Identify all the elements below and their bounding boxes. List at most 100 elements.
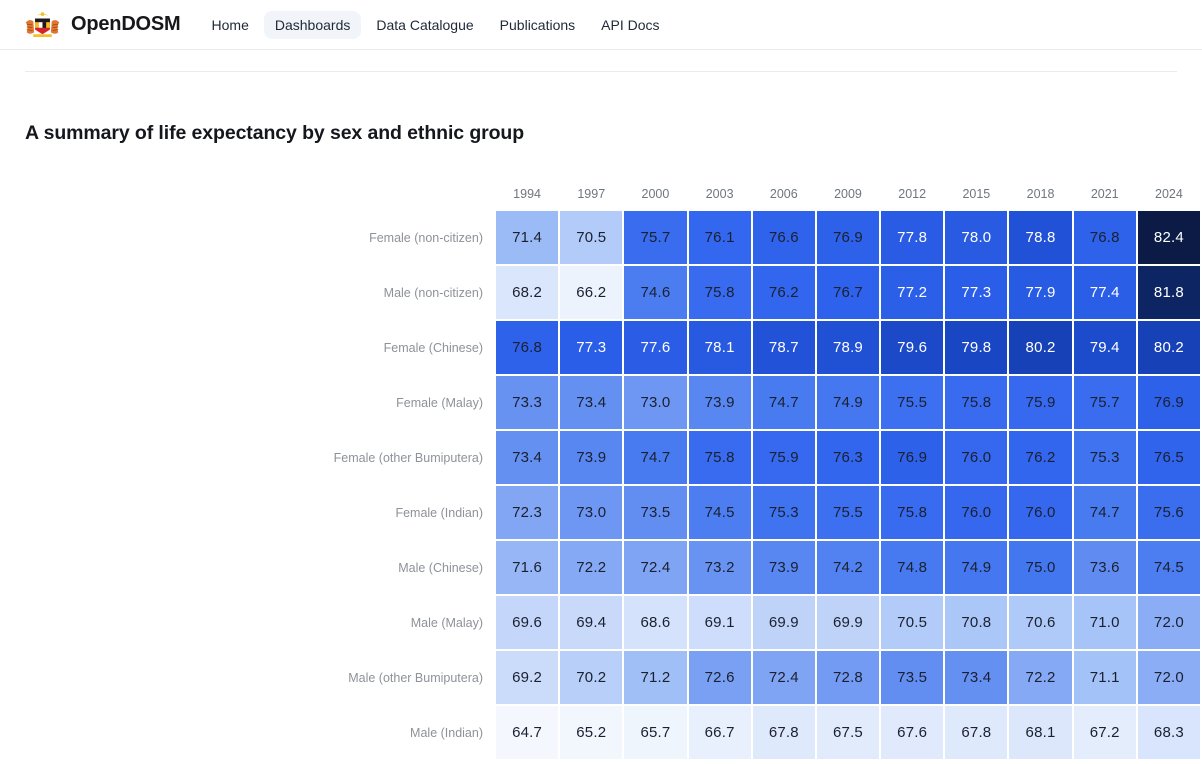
heatmap-cell: 65.2 [560,706,623,759]
heatmap-cell: 78.8 [1009,211,1072,264]
row-label: Female (other Bumiputera) [333,450,483,465]
heatmap-cell: 72.4 [752,651,815,704]
heatmap-cell: 76.2 [1009,431,1072,484]
row-label: Female (Chinese) [383,340,483,355]
heatmap-cell: 75.5 [816,486,880,539]
heatmap-cell: 73.5 [624,486,687,539]
heatmap-cell: 67.6 [881,706,944,759]
heatmap-cell: 76.6 [752,211,815,264]
column-header-2015: 2015 [962,187,991,201]
heatmap-cell: 80.2 [1137,321,1200,374]
heatmap-cell: 72.3 [496,486,559,539]
heatmap-cell: 76.8 [496,321,559,374]
heatmap-cell: 75.7 [1073,376,1136,429]
column-header-2024: 2024 [1155,187,1183,201]
column-header-1994: 1994 [513,187,541,201]
heatmap-cell: 76.9 [1137,376,1200,429]
heatmap-cell: 70.8 [945,596,1008,649]
heatmap-cell: 64.7 [496,706,559,759]
primary-nav: Home Dashboards Data Catalogue Publications… [201,10,671,39]
heatmap-cell: 72.4 [624,541,687,594]
heatmap-cell: 78.7 [752,321,815,374]
heatmap-cell: 73.9 [752,541,815,594]
heatmap-cell: 74.6 [624,266,687,319]
column-header-2018: 2018 [1026,187,1055,201]
heatmap-cell: 73.9 [560,431,623,484]
heatmap-cell: 70.5 [881,596,944,649]
row-label: Male (non-citizen) [383,285,483,300]
nav-item-publications[interactable]: Publications [499,16,576,33]
heatmap-cell: 73.2 [688,541,751,594]
brand[interactable]: OpenDOSM [24,11,181,39]
heatmap-cell: 69.2 [496,651,559,704]
heatmap-cell: 69.9 [752,596,815,649]
heatmap-cell: 77.3 [560,321,623,374]
heatmap-cell: 76.0 [945,431,1008,484]
heatmap-cell: 73.9 [688,376,751,429]
heatmap-cell: 78.1 [688,321,751,374]
heatmap-cell: 76.7 [816,266,880,319]
heatmap-cell: 76.1 [688,211,751,264]
heatmap-cell: 71.1 [1073,651,1136,704]
heatmap-cell: 75.9 [1009,376,1072,429]
heatmap-cell: 75.0 [1009,541,1072,594]
malaysia-crest-logo-icon [24,11,61,39]
heatmap-cell: 67.8 [945,706,1008,759]
heatmap-cell: 76.0 [1009,486,1072,539]
heatmap-cell: 72.8 [816,651,880,704]
heatmap-cell: 73.6 [1073,541,1136,594]
column-header-2009: 2009 [834,187,862,201]
heatmap-cell: 75.3 [752,486,815,539]
row-label: Female (non-citizen) [369,230,483,245]
column-header-1997: 1997 [577,187,606,201]
heatmap-cell: 71.6 [496,541,559,594]
heatmap-cell: 74.9 [945,541,1008,594]
nav-item-dashboards[interactable]: Dashboards [263,10,362,39]
row-label: Male (Indian) [410,725,483,740]
heatmap-cell: 72.0 [1137,651,1200,704]
heatmap-cell: 76.3 [816,431,880,484]
heatmap-cell: 74.7 [1073,486,1136,539]
heatmap-cell: 79.8 [945,321,1008,374]
column-header-2003: 2003 [705,187,734,201]
nav-item-api-docs[interactable]: API Docs [601,16,660,33]
row-label: Male (Malay) [410,615,483,630]
heatmap-cell: 76.5 [1137,431,1200,484]
heatmap-cell: 75.8 [688,266,751,319]
heatmap-cell: 69.4 [560,596,623,649]
nav-item-home[interactable]: Home [211,16,249,33]
heatmap-cell: 75.7 [624,211,687,264]
heatmap-cell: 77.3 [945,266,1008,319]
nav-item-data-catalogue[interactable]: Data Catalogue [376,16,474,33]
heatmap-cell: 74.2 [816,541,880,594]
heatmap-cell: 82.4 [1137,211,1200,264]
heatmap-cell: 75.5 [881,376,944,429]
heatmap-cell: 74.7 [624,431,687,484]
heatmap-cell: 77.2 [881,266,944,319]
heatmap-cell: 75.8 [945,376,1008,429]
heatmap-cell: 70.6 [1009,596,1072,649]
heatmap-cell: 81.8 [1137,266,1200,319]
heatmap-cell: 78.0 [945,211,1008,264]
brand-name[interactable]: OpenDOSM [71,13,181,35]
heatmap-cell: 72.2 [560,541,623,594]
heatmap-cell: 75.9 [752,431,815,484]
row-label: Female (Indian) [395,505,483,520]
heatmap-cell: 79.4 [1073,321,1136,374]
heatmap-cell: 71.4 [496,211,559,264]
heatmap-cell: 80.2 [1009,321,1072,374]
heatmap-cell: 73.0 [560,486,623,539]
row-label: Male (other Bumiputera) [348,670,483,685]
heatmap-cell: 70.2 [560,651,623,704]
content-divider [25,71,1177,72]
heatmap-cell: 72.0 [1137,596,1200,649]
heatmap-cell: 69.9 [816,596,880,649]
heatmap-cell: 74.5 [1137,541,1200,594]
heatmap-cell: 68.3 [1137,706,1200,759]
heatmap-cell: 78.9 [816,321,880,374]
heatmap-cell: 73.4 [945,651,1008,704]
heatmap-cell: 74.8 [881,541,944,594]
heatmap-cell: 68.6 [624,596,687,649]
heatmap-cell: 69.6 [496,596,559,649]
heatmap-cell: 77.9 [1009,266,1072,319]
